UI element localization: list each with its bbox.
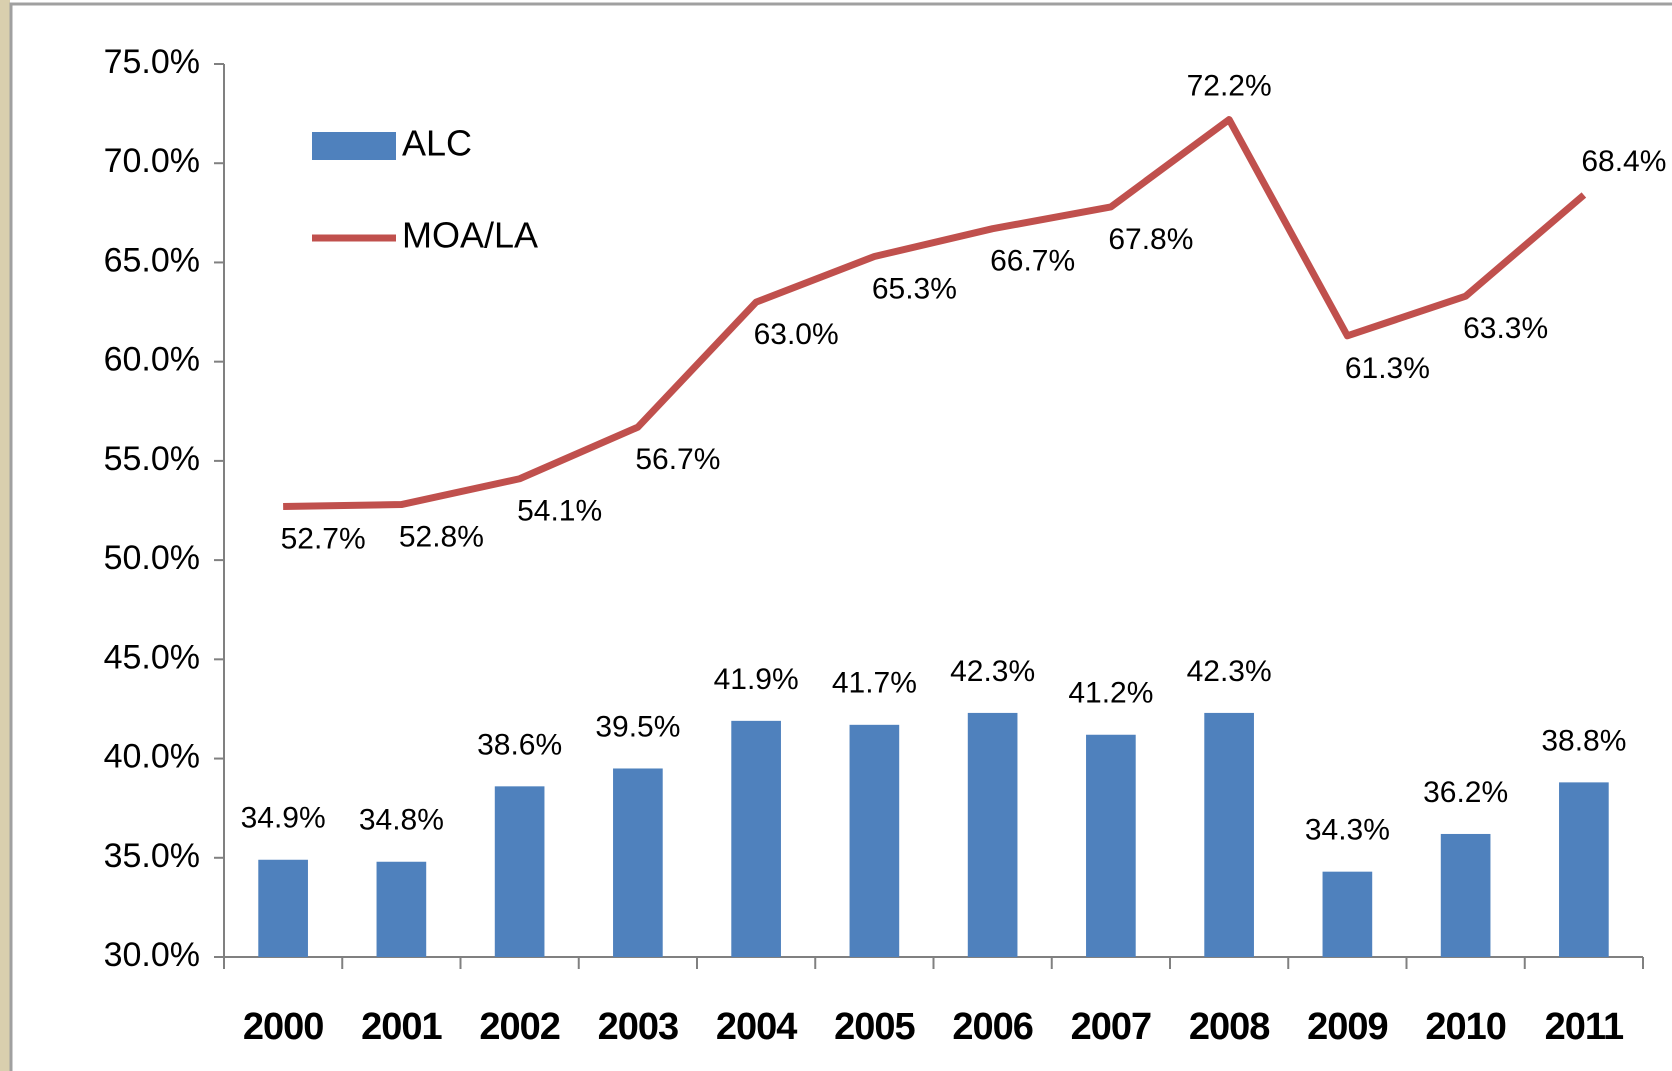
bar <box>731 720 781 957</box>
bar-value-label: 38.6% <box>477 728 562 761</box>
x-tick-label: 2000 <box>243 1006 324 1048</box>
line-value-label: 52.8% <box>399 520 484 553</box>
bar <box>849 724 900 957</box>
y-tick-label: 45.0% <box>104 638 200 676</box>
line-value-label: 68.4% <box>1581 145 1666 178</box>
bar <box>1204 712 1254 957</box>
x-tick-label: 2010 <box>1425 1006 1506 1048</box>
bar <box>258 859 308 957</box>
line-value-label: 67.8% <box>1108 223 1193 256</box>
bar-value-label: 41.2% <box>1068 677 1153 710</box>
x-tick-label: 2004 <box>716 1006 797 1048</box>
legend-label: ALC <box>402 123 472 164</box>
line-value-label: 56.7% <box>635 443 720 476</box>
x-tick-label: 2002 <box>479 1006 560 1048</box>
bar <box>494 786 545 957</box>
line-value-label: 61.3% <box>1345 352 1430 385</box>
y-tick-label: 35.0% <box>104 837 200 875</box>
x-tick-label: 2001 <box>361 1006 442 1048</box>
line-value-label: 66.7% <box>990 245 1075 278</box>
x-tick-label: 2009 <box>1307 1006 1388 1048</box>
bar <box>1322 871 1373 957</box>
line-value-label: 63.0% <box>754 318 839 351</box>
bar-value-label: 41.9% <box>714 663 799 696</box>
y-tick-label: 70.0% <box>104 142 200 180</box>
y-tick-label: 60.0% <box>104 341 200 379</box>
bar-value-label: 39.5% <box>595 710 680 743</box>
line-value-label: 63.3% <box>1463 312 1548 345</box>
line-value-label: 72.2% <box>1187 69 1272 102</box>
frame-edge <box>0 0 10 1071</box>
legend-swatch <box>312 132 396 160</box>
x-tick-label: 2008 <box>1189 1006 1270 1048</box>
bar <box>967 712 1018 957</box>
x-tick-label: 2007 <box>1071 1006 1152 1048</box>
y-tick-label: 40.0% <box>104 738 200 776</box>
bar <box>613 768 663 957</box>
line-value-label: 54.1% <box>517 495 602 528</box>
bar <box>376 861 427 957</box>
x-tick-label: 2006 <box>952 1006 1033 1048</box>
bar <box>1086 734 1136 957</box>
legend-label: MOA/LA <box>402 215 538 256</box>
y-tick-label: 55.0% <box>104 440 200 478</box>
x-tick-label: 2003 <box>598 1006 679 1048</box>
bar-value-label: 36.2% <box>1423 776 1508 809</box>
x-tick-label: 2005 <box>834 1006 915 1048</box>
bar-value-label: 34.9% <box>241 802 326 835</box>
line-value-label: 52.7% <box>281 522 366 555</box>
y-tick-label: 30.0% <box>104 936 200 974</box>
y-tick-label: 50.0% <box>104 539 200 577</box>
bar-value-label: 42.3% <box>1187 655 1272 688</box>
bar-value-label: 38.8% <box>1541 724 1626 757</box>
bar-value-label: 34.8% <box>359 804 444 837</box>
bar-value-label: 41.7% <box>832 667 917 700</box>
x-tick-label: 2011 <box>1545 1006 1624 1048</box>
y-tick-label: 65.0% <box>104 241 200 279</box>
bar <box>1440 833 1491 957</box>
bar-value-label: 42.3% <box>950 655 1035 688</box>
y-tick-label: 75.0% <box>104 43 200 81</box>
line-value-label: 65.3% <box>872 272 957 305</box>
frame <box>9 2 1672 1071</box>
line <box>283 116 1587 511</box>
bar <box>1559 782 1609 957</box>
bar-value-label: 34.3% <box>1305 814 1390 847</box>
